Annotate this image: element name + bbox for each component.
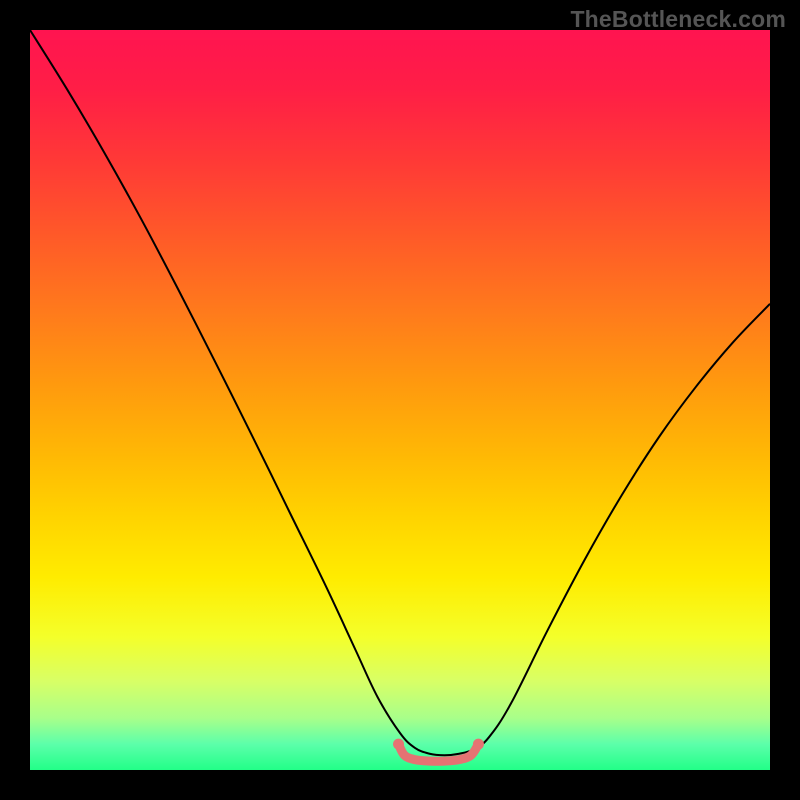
chart-frame: TheBottleneck.com xyxy=(0,0,800,800)
chart-svg xyxy=(30,30,770,770)
bottom-marker-dot-right xyxy=(473,739,484,750)
plot-area xyxy=(30,30,770,770)
watermark-text: TheBottleneck.com xyxy=(570,6,786,33)
chart-background xyxy=(30,30,770,770)
bottom-marker-dot-left xyxy=(393,739,404,750)
